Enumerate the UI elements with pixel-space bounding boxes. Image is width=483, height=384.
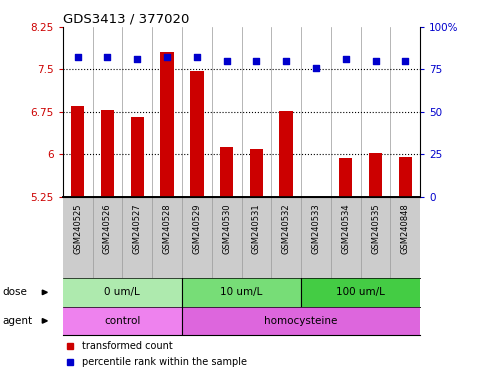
Bar: [160, 52, 174, 197]
Point: [312, 65, 320, 71]
Point: [133, 56, 141, 62]
Text: GSM240848: GSM240848: [401, 203, 410, 254]
Bar: [190, 71, 203, 197]
Point: [163, 55, 171, 61]
Point: [104, 55, 112, 61]
Text: homocysteine: homocysteine: [264, 316, 338, 326]
Bar: [280, 111, 293, 197]
Text: agent: agent: [2, 316, 32, 326]
Bar: [301, 278, 420, 306]
Bar: [339, 158, 353, 197]
Bar: [250, 149, 263, 197]
Point: [342, 56, 350, 62]
Bar: [63, 278, 182, 306]
Text: GSM240527: GSM240527: [133, 203, 142, 254]
Bar: [130, 118, 144, 197]
Bar: [309, 197, 323, 198]
Point: [193, 55, 201, 61]
Text: GSM240533: GSM240533: [312, 203, 320, 254]
Bar: [63, 306, 182, 335]
Bar: [71, 106, 85, 197]
Text: GSM240525: GSM240525: [73, 203, 82, 254]
Point: [223, 58, 230, 64]
Bar: [398, 157, 412, 197]
Point: [282, 58, 290, 64]
Text: 100 um/L: 100 um/L: [336, 287, 385, 297]
Text: control: control: [104, 316, 141, 326]
Bar: [182, 306, 420, 335]
Point: [401, 58, 409, 64]
Text: transformed count: transformed count: [83, 341, 173, 351]
Text: GSM240530: GSM240530: [222, 203, 231, 254]
Text: GSM240535: GSM240535: [371, 203, 380, 254]
Bar: [369, 153, 382, 197]
Text: 10 um/L: 10 um/L: [220, 287, 263, 297]
Text: GSM240529: GSM240529: [192, 203, 201, 254]
Text: dose: dose: [2, 287, 28, 297]
Bar: [101, 110, 114, 197]
Text: GSM240528: GSM240528: [163, 203, 171, 254]
Text: 0 um/L: 0 um/L: [104, 287, 140, 297]
Text: percentile rank within the sample: percentile rank within the sample: [83, 357, 247, 367]
Bar: [182, 278, 301, 306]
Text: GSM240534: GSM240534: [341, 203, 350, 254]
Text: GSM240531: GSM240531: [252, 203, 261, 254]
Text: GSM240532: GSM240532: [282, 203, 291, 254]
Bar: [220, 147, 233, 197]
Point: [372, 58, 380, 64]
Text: GSM240526: GSM240526: [103, 203, 112, 254]
Point: [253, 58, 260, 64]
Text: GDS3413 / 377020: GDS3413 / 377020: [63, 13, 189, 26]
Point: [74, 55, 82, 61]
